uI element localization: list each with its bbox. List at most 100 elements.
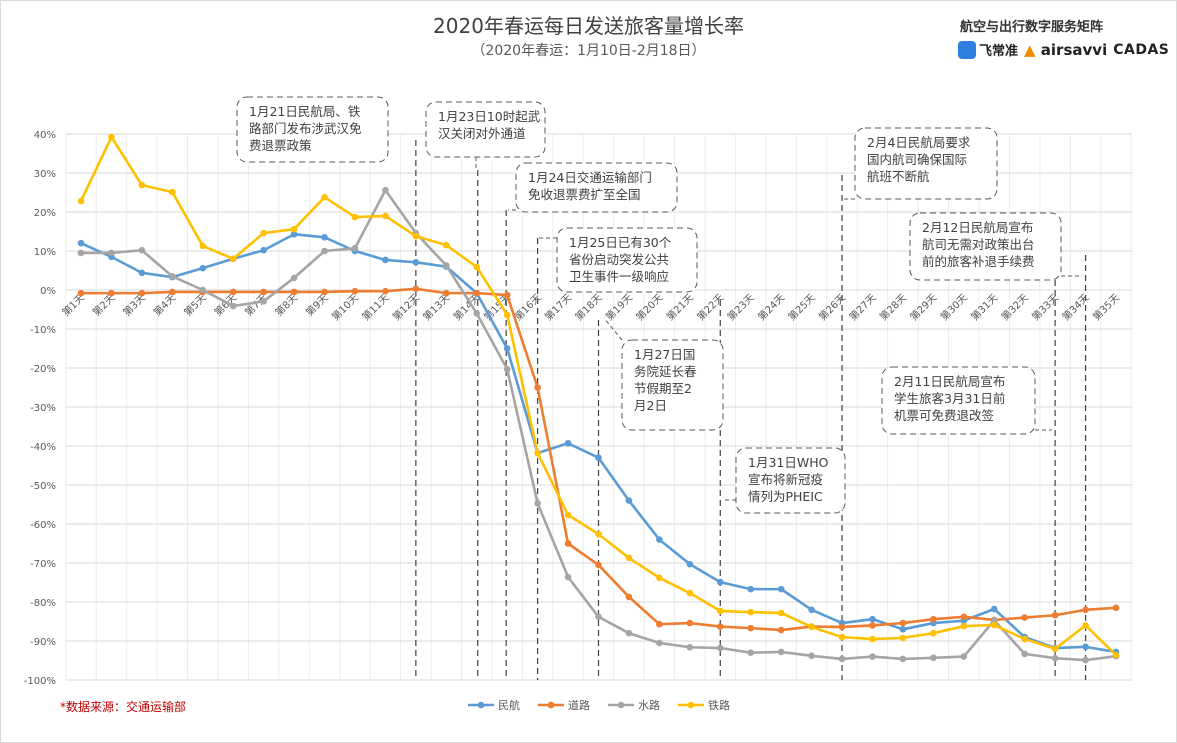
data-point — [960, 613, 968, 621]
data-point — [534, 500, 541, 507]
data-point — [686, 589, 694, 597]
callout-box — [515, 162, 678, 213]
data-point — [138, 269, 146, 277]
data-point — [808, 623, 815, 631]
chart-subtitle: （2020年春运：1月10日-2月18日） — [471, 43, 706, 59]
callout-text: 航班不断航 — [867, 169, 930, 184]
callout-pointer — [603, 317, 623, 341]
callout-text: 国内航司确保国际 — [867, 152, 967, 167]
callout-text: 宣布将新冠疫 — [748, 472, 823, 487]
data-point — [1082, 622, 1089, 629]
data-point — [716, 623, 724, 630]
data-point — [595, 561, 602, 569]
callout-text: 2月11日民航局宣布 — [894, 374, 1005, 389]
x-tick-label: 第25天 — [785, 291, 817, 323]
data-point — [199, 286, 207, 294]
callout-text: 节假期至2 — [634, 381, 692, 396]
callout-text: 1月21日民航局、铁 — [249, 104, 361, 119]
legend-label: 水路 — [638, 699, 660, 712]
callout-box — [556, 227, 698, 293]
data-point — [108, 249, 115, 257]
data-point — [138, 289, 146, 297]
callout-box — [881, 366, 1036, 435]
data-point — [564, 540, 572, 547]
data-point — [108, 133, 115, 141]
data-point — [564, 573, 572, 581]
data-point — [77, 239, 85, 247]
callout-text: 1月24日交通运输部门 — [528, 170, 652, 185]
callout-text: 1月23日10时起武 — [438, 109, 541, 124]
data-point — [260, 288, 267, 296]
y-tick-label: -70% — [30, 559, 56, 570]
data-point — [869, 615, 876, 623]
data-point — [747, 608, 755, 616]
callout-text: 免收退票费扩至全国 — [528, 187, 641, 202]
data-point — [930, 629, 937, 637]
data-point — [321, 193, 328, 201]
x-tick-label: 第19天 — [603, 291, 635, 323]
y-tick-label: 40% — [34, 130, 56, 141]
data-point — [412, 232, 420, 240]
callout-box — [425, 101, 546, 158]
legend-label: 铁路 — [708, 699, 730, 712]
data-point — [1051, 654, 1059, 662]
data-point — [290, 230, 298, 238]
legend-marker — [477, 701, 485, 709]
y-tick-label: 20% — [34, 208, 56, 219]
x-tick-label: 第32天 — [998, 291, 1030, 323]
callout-text: 路部门发布涉武汉免 — [249, 121, 362, 136]
y-tick-label: 10% — [34, 247, 56, 258]
x-tick-label: 第27天 — [846, 291, 878, 323]
data-point — [138, 246, 146, 254]
data-point — [199, 242, 207, 250]
airsavvi-logo: ▲ airsavvi — [1024, 40, 1108, 59]
data-point — [1112, 651, 1120, 659]
callout-text: 1月27日国 — [634, 347, 695, 362]
logo-text: 飞常准 — [979, 44, 1019, 59]
data-point — [382, 186, 389, 194]
data-point — [290, 274, 298, 282]
data-point — [656, 574, 663, 582]
x-tick-label: 第18天 — [572, 291, 604, 323]
x-tick-label: 第22天 — [694, 291, 726, 323]
data-point — [869, 622, 876, 629]
data-point — [686, 619, 694, 627]
legend-marker — [617, 701, 625, 709]
data-point — [1021, 614, 1028, 621]
feichangzhun-logo: 飞常准 — [958, 40, 1018, 59]
callout-text: 2月12日民航局宣布 — [922, 220, 1033, 235]
data-point — [595, 530, 602, 538]
data-point — [351, 244, 359, 252]
callout-text: 卫生事件一级响应 — [569, 269, 669, 284]
y-tick-label: -90% — [30, 637, 56, 648]
x-tick-label: 第35天 — [1090, 291, 1122, 323]
data-point — [716, 607, 724, 615]
data-point — [321, 247, 328, 255]
data-point — [534, 449, 541, 457]
legend-item: 道路 — [538, 698, 590, 712]
data-point — [169, 273, 176, 280]
x-tick-label: 第10天 — [329, 291, 361, 323]
data-point — [716, 644, 724, 652]
data-point — [990, 621, 998, 629]
data-point — [138, 181, 146, 189]
data-point — [747, 624, 755, 632]
x-tick-label: 第26天 — [816, 291, 848, 323]
data-point — [229, 302, 237, 310]
legend-item: 水路 — [608, 699, 660, 712]
data-point — [382, 287, 389, 295]
data-point — [625, 593, 633, 601]
data-point — [503, 345, 511, 352]
data-point — [777, 609, 785, 617]
data-point — [321, 288, 328, 296]
data-point — [808, 652, 815, 660]
data-point — [1082, 606, 1089, 614]
data-point — [442, 289, 450, 297]
data-point — [838, 633, 846, 641]
data-point — [838, 655, 846, 663]
data-point — [930, 654, 937, 662]
